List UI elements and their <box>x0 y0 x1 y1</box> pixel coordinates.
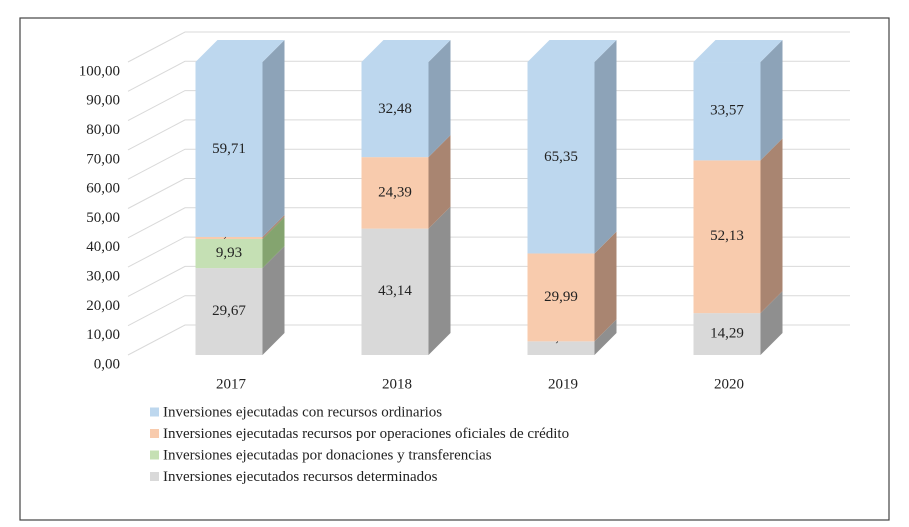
grid-line <box>127 324 850 356</box>
bar-side <box>428 206 451 355</box>
legend-swatch <box>150 472 159 481</box>
legend-swatch <box>150 407 159 417</box>
y-tick-label: 80,00 <box>86 122 120 138</box>
legend-label: Inversiones ejecutados recursos determin… <box>163 469 438 485</box>
bar-top <box>527 40 617 62</box>
bar-side <box>262 40 285 237</box>
bar <box>361 61 429 158</box>
bar-side <box>262 216 285 269</box>
data-label: 29,99 <box>544 289 578 305</box>
legend-swatch <box>150 429 159 438</box>
bar-side <box>760 291 783 355</box>
legend-swatch <box>150 450 159 460</box>
data-label: 33,57 <box>710 103 744 119</box>
grid-line <box>127 60 850 92</box>
bar <box>195 238 263 269</box>
x-tick-label: 2020 <box>714 376 744 392</box>
bar-side <box>262 246 285 355</box>
bar-side <box>594 231 617 342</box>
grid-line <box>127 295 850 327</box>
data-label: 29,67 <box>212 303 246 319</box>
bar <box>361 228 429 355</box>
bar-side <box>760 40 783 161</box>
bar-side <box>262 214 285 239</box>
bar-side <box>428 135 451 229</box>
bar-top <box>195 40 285 62</box>
bar <box>527 341 595 355</box>
x-tick-label: 2017 <box>216 376 247 392</box>
bar <box>527 253 595 342</box>
grid-line <box>127 119 850 151</box>
y-tick-label: 60,00 <box>86 181 120 197</box>
bar <box>693 313 761 355</box>
y-tick-label: 20,00 <box>86 298 120 314</box>
bar-top <box>693 40 783 63</box>
legend-label: Inversiones ejecutadas por donaciones y … <box>163 447 492 463</box>
x-tick-label: 2018 <box>382 376 412 392</box>
grid-line <box>127 31 850 63</box>
bar-top <box>361 39 451 62</box>
grid-line <box>127 236 850 268</box>
data-label: 52,13 <box>710 228 744 244</box>
bar <box>195 62 263 237</box>
y-tick-label: 0,00 <box>94 356 120 372</box>
grid-line <box>127 148 850 180</box>
bar <box>361 157 429 229</box>
data-label: 43,14 <box>378 283 412 299</box>
y-tick-label: 30,00 <box>86 269 120 285</box>
y-tick-label: 40,00 <box>86 239 120 255</box>
grid-line <box>127 178 850 209</box>
legend-label: Inversiones ejecutadas con recursos ordi… <box>163 404 442 420</box>
bar <box>693 160 761 314</box>
data-label: 9,93 <box>216 245 242 261</box>
y-tick-label: 10,00 <box>86 327 120 343</box>
y-tick-label: 100,00 <box>79 63 120 79</box>
bar-side <box>428 39 451 158</box>
bar <box>527 62 595 254</box>
data-label: 59,71 <box>212 141 246 157</box>
bar <box>693 62 761 161</box>
data-label: 65,35 <box>544 149 578 165</box>
bar-side <box>760 138 783 314</box>
bar-side <box>594 319 617 355</box>
bar <box>195 236 263 239</box>
bar <box>195 268 263 355</box>
grid-line <box>127 90 850 122</box>
data-label: 32,48 <box>378 101 412 117</box>
data-label: 24,39 <box>378 184 412 200</box>
y-tick-label: 50,00 <box>86 210 120 226</box>
grid-line <box>127 265 850 297</box>
y-tick-label: 90,00 <box>86 93 120 109</box>
y-tick-label: 70,00 <box>86 151 120 167</box>
x-tick-label: 2019 <box>548 376 578 392</box>
grid-line <box>127 207 850 239</box>
legend-label: Inversiones ejecutadas recursos por oper… <box>163 426 569 442</box>
data-label: 14,29 <box>710 326 744 342</box>
bar-side <box>594 40 617 254</box>
